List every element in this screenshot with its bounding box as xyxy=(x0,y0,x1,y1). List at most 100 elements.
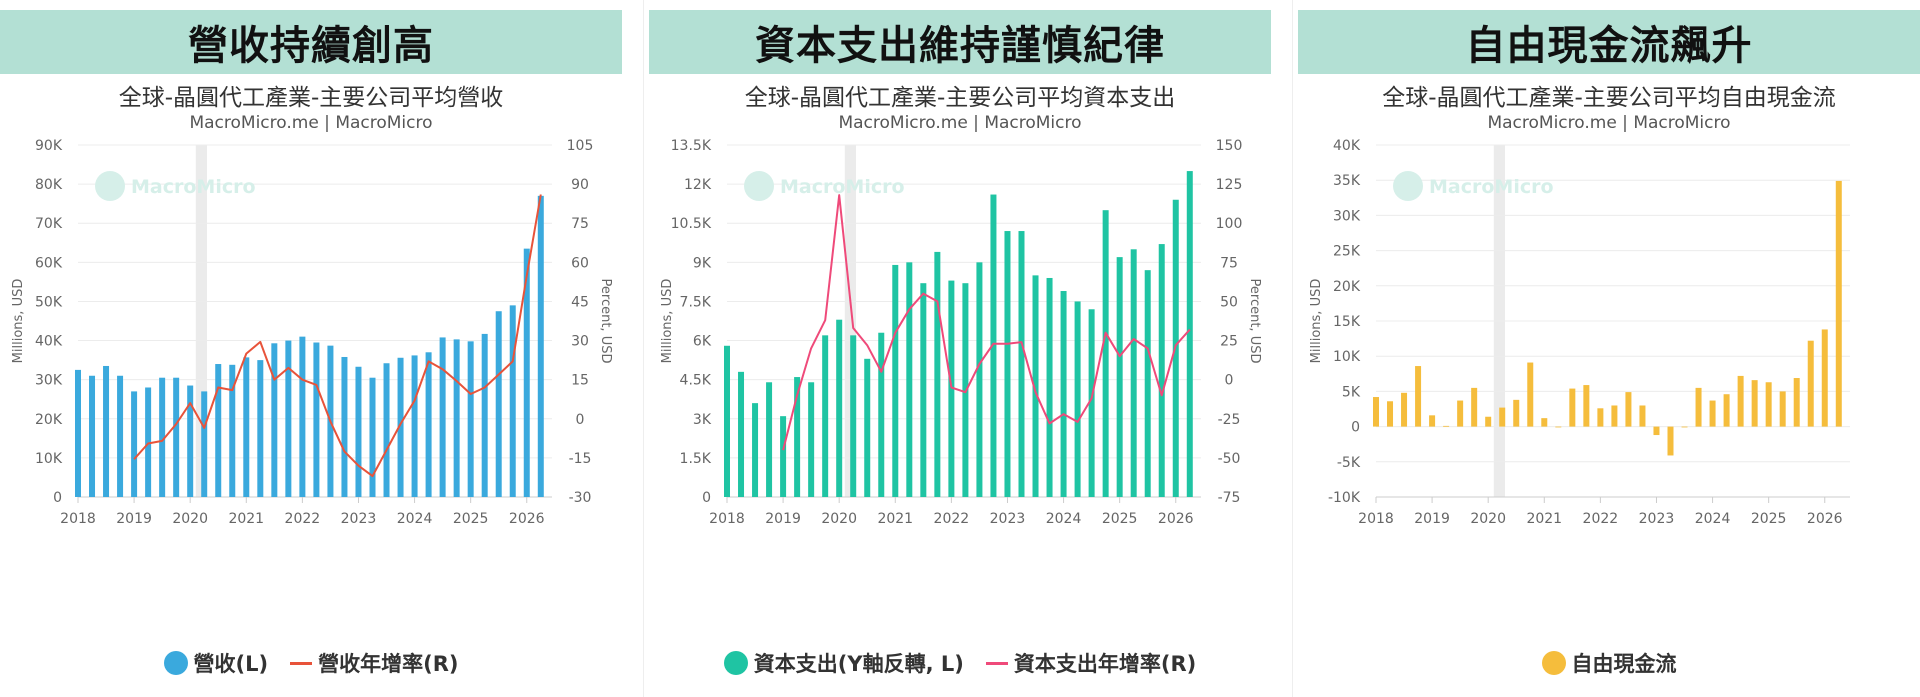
y-tick-label: 40K xyxy=(35,334,63,350)
capex-bar xyxy=(1130,249,1137,497)
fcf-bar xyxy=(1737,375,1744,427)
capex-bar xyxy=(878,332,885,497)
revenue-bar xyxy=(131,391,138,497)
revenue-bar xyxy=(495,311,502,497)
y-tick-label: 25K xyxy=(1333,244,1361,260)
y2-tick-label: -25 xyxy=(1218,412,1241,428)
y2-tick-label: -50 xyxy=(1218,451,1241,467)
capex-bar xyxy=(780,416,787,497)
legend-item-revenue-yoy[interactable]: 營收年增率(R) xyxy=(290,648,458,678)
y2-tick-label: 75 xyxy=(571,216,589,232)
watermark: MacroMicro xyxy=(780,176,905,198)
legend-item-revenue[interactable]: 營收(L) xyxy=(163,648,269,678)
fcf-bar xyxy=(1709,400,1716,427)
revenue-chart[interactable]: 0 10K 20K 30K 40K 50K 60K 70K 80K 90K -30 -15 0 15 30 4… xyxy=(0,135,622,635)
capex-bar xyxy=(934,251,941,497)
capex-bar xyxy=(1186,171,1193,497)
y2-tick-label: 15 xyxy=(571,373,589,389)
revenue-bar xyxy=(285,340,292,497)
capex-bar xyxy=(766,382,773,497)
capex-bar xyxy=(1060,291,1067,497)
y-tick-label: 10K xyxy=(35,451,63,467)
y-tick-label: 30K xyxy=(1333,208,1361,224)
revenue-bar xyxy=(467,341,474,497)
fcf-bar xyxy=(1471,387,1478,427)
y-tick-label: 30K xyxy=(35,373,63,389)
fcf-chart-title: 全球-晶圓代工產業-主要公司平均自由現金流 xyxy=(1382,85,1836,111)
fcf-bar xyxy=(1695,387,1702,427)
x-tick-label: 2025 xyxy=(1751,511,1787,527)
x-tick-label: 2020 xyxy=(821,511,857,527)
fcf-bar xyxy=(1499,407,1506,427)
fcf-bar xyxy=(1611,405,1618,427)
x-tick-label: 2026 xyxy=(1158,511,1194,527)
y2-tick-label: 150 xyxy=(1216,138,1243,154)
revenue-bar xyxy=(103,365,110,497)
revenue-bar xyxy=(145,387,152,497)
capex-bar xyxy=(948,280,955,497)
revenue-bar xyxy=(537,195,544,497)
fcf-bar xyxy=(1527,362,1534,427)
y-tick-label: 3K xyxy=(693,412,712,428)
x-tick-label: 2024 xyxy=(397,511,433,527)
legend-item-capex-yoy[interactable]: 資本支出年增率(R) xyxy=(985,648,1197,678)
legend-label-capex: 資本支出(Y軸反轉, L) xyxy=(753,652,964,676)
capex-bar xyxy=(724,345,730,497)
y2-tick-label: 50 xyxy=(1220,294,1238,310)
fcf-bar xyxy=(1667,426,1674,456)
capex-chart[interactable]: 0 1.5K 3K 4.5K 6K 7.5K 9K 10.5K 12K 13.5K -75 -50 -2… xyxy=(649,135,1271,635)
y2-tick-label: -15 xyxy=(569,451,592,467)
y-tick-label: 70K xyxy=(35,216,63,232)
legend-label-capex-yoy: 資本支出年增率(R) xyxy=(1013,652,1197,676)
y-tick-label: 4.5K xyxy=(680,373,712,389)
y2-tick-label: 45 xyxy=(571,294,589,310)
capex-bar xyxy=(864,358,871,497)
x-tick-label: 2024 xyxy=(1046,511,1082,527)
revenue-bar xyxy=(355,366,362,497)
capex-bar xyxy=(822,335,829,497)
revenue-bar xyxy=(173,377,180,497)
revenue-bar xyxy=(215,364,222,497)
capex-bar xyxy=(808,382,815,497)
revenue-panel: 營收持續創高 全球-晶圓代工產業-主要公司平均營收 MacroMicro.me … xyxy=(0,0,622,697)
revenue-bar xyxy=(383,363,390,497)
y-tick-label: 20K xyxy=(1333,279,1361,295)
capex-bar xyxy=(1116,257,1123,497)
x-tick-label: 2026 xyxy=(509,511,545,527)
y-tick-label: 50K xyxy=(35,294,63,310)
x-tick-label: 2018 xyxy=(709,511,745,527)
capex-bar xyxy=(794,377,801,497)
x-tick-label: 2021 xyxy=(1526,511,1562,527)
watermark-logo-icon xyxy=(1393,171,1423,201)
fcf-chart[interactable]: -10K -5K 0 5K 10K 15K 20K 25K 30K 35K 40K Millions,… xyxy=(1298,135,1920,635)
y-tick-label: 13.5K xyxy=(671,138,712,154)
legend-item-capex[interactable]: 資本支出(Y軸反轉, L) xyxy=(723,648,964,678)
x-tick-label: 2021 xyxy=(228,511,264,527)
watermark-logo-icon xyxy=(95,171,125,201)
revenue-yoy-line-icon xyxy=(290,661,313,665)
capex-bar xyxy=(836,319,843,497)
revenue-bar xyxy=(243,357,250,497)
capex-bar xyxy=(738,371,745,497)
y2-tick-label: 90 xyxy=(571,177,589,193)
capex-bar xyxy=(1018,231,1025,497)
revenue-bar xyxy=(89,375,96,497)
legend-item-fcf[interactable]: 自由現金流 xyxy=(1541,648,1677,678)
watermark: MacroMicro xyxy=(131,176,256,198)
fcf-bar xyxy=(1793,378,1800,427)
revenue-bar xyxy=(425,352,432,497)
revenue-bar xyxy=(523,248,530,497)
fcf-bar xyxy=(1457,400,1464,427)
fcf-bar xyxy=(1583,385,1590,427)
capex-bar xyxy=(1088,309,1095,497)
y2-tick-label: 0 xyxy=(1225,373,1234,389)
revenue-bar xyxy=(271,343,278,497)
fcf-bar xyxy=(1513,399,1520,427)
fcf-bar xyxy=(1387,401,1394,427)
legend-label-revenue: 營收(L) xyxy=(193,652,269,676)
y-tick-label: -10K xyxy=(1328,490,1361,506)
capex-chart-subtitle: MacroMicro.me | MacroMicro xyxy=(838,113,1082,133)
y-tick-label: 90K xyxy=(35,138,63,154)
y2-tick-label: 75 xyxy=(1220,255,1238,271)
revenue-bar xyxy=(257,360,264,497)
